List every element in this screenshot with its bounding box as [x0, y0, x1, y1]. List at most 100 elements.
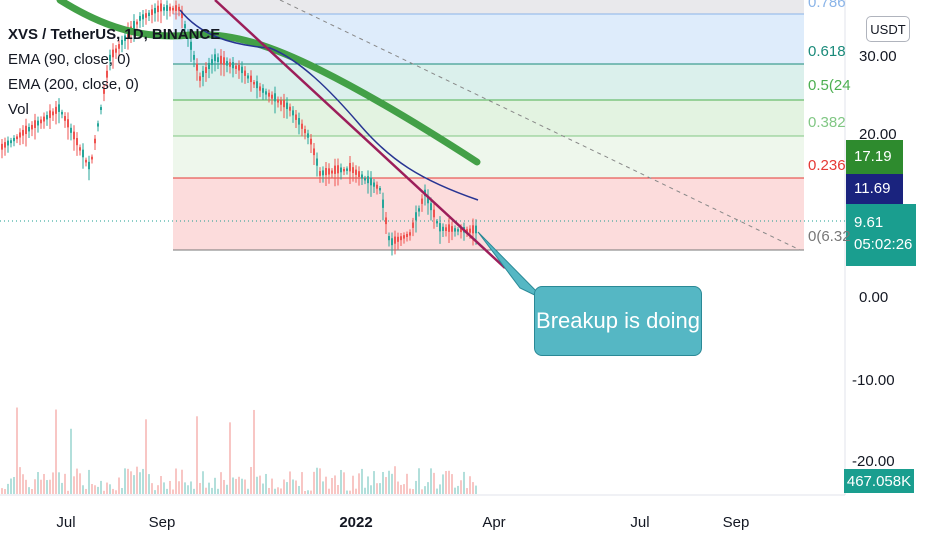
volume-bar [334, 475, 336, 494]
currency-button[interactable]: USDT [866, 16, 910, 42]
volume-bar [94, 485, 96, 494]
volume-bar [463, 471, 465, 494]
volume-bar [355, 488, 357, 494]
candle-body [268, 92, 270, 97]
volume-bar [400, 484, 402, 494]
candle-body [154, 7, 156, 14]
candle-body [124, 35, 126, 41]
candle-body [250, 75, 252, 83]
x-tick: Apr [482, 514, 506, 531]
candle-body [352, 167, 354, 173]
candle-body [397, 236, 399, 242]
candle-body [217, 57, 219, 62]
legend-ema200[interactable]: EMA (200, close, 0) [8, 76, 139, 93]
volume-bar [358, 473, 360, 494]
candle-body [346, 168, 348, 171]
volume-bar [403, 484, 405, 494]
volume-bar [100, 480, 102, 494]
candle-body [19, 132, 21, 138]
volume-bar [64, 473, 66, 494]
candle-body [301, 123, 303, 129]
volume-bar [82, 485, 84, 494]
volume-bar [7, 483, 9, 494]
candle-body [214, 54, 216, 62]
candle-body [241, 66, 243, 74]
last-price-value: 9.61 [854, 214, 884, 231]
candle-body [349, 163, 351, 172]
volume-bar [442, 474, 444, 494]
candle-body [415, 212, 417, 221]
volume-bar [466, 488, 468, 494]
volume-bar [310, 490, 312, 494]
candle-body [376, 184, 378, 189]
fib-zone-0236-0 [173, 178, 804, 250]
candle-body [439, 223, 441, 232]
volume-bar [472, 482, 474, 494]
y-tick: -20.00 [852, 453, 895, 470]
volume-bar [22, 474, 24, 494]
legend-volume[interactable]: Vol [8, 101, 29, 118]
x-tick: Sep [722, 514, 750, 531]
volume-bar [109, 484, 111, 494]
candle-body [229, 62, 231, 67]
candle-body [13, 137, 15, 142]
candle-body [451, 226, 453, 232]
candle-body [94, 138, 96, 144]
volume-bar [418, 468, 420, 494]
volume-bar [130, 471, 132, 494]
volume-bar [328, 488, 330, 494]
candle-body [61, 111, 63, 115]
volume-bar [34, 479, 36, 494]
candle-body [418, 208, 420, 212]
volume-bar [1, 488, 3, 494]
volume-bar [313, 471, 315, 494]
volume-bar [172, 489, 174, 494]
volume-bar [124, 468, 126, 494]
volume-bar [382, 471, 384, 494]
volume-bar [361, 468, 363, 494]
chart-title: XVS / TetherUS, 1D, BINANCE [8, 26, 221, 43]
volume-bar [214, 477, 216, 494]
candle-body [280, 100, 282, 105]
candle-body [4, 142, 6, 148]
volume-bar [229, 422, 231, 494]
fib-zone-0382-0236 [173, 136, 804, 178]
candle-body [28, 127, 30, 132]
volume-bar [202, 471, 204, 494]
candle-body [37, 120, 39, 126]
volume-bar [379, 483, 381, 494]
candle-body [310, 138, 312, 145]
volume-bar [16, 407, 18, 494]
volume-bar [115, 490, 117, 494]
volume-bar [427, 482, 429, 494]
volume-bar [253, 409, 255, 494]
volume-bar [223, 479, 225, 494]
candle-body [205, 67, 207, 73]
x-tick: Jul [56, 514, 76, 531]
candle-body [433, 209, 435, 218]
y-tick: 0.00 [859, 289, 889, 306]
volume-bar [13, 476, 15, 494]
candle-body [97, 123, 99, 127]
volume-bar [394, 466, 396, 494]
volume-bar [70, 428, 72, 494]
candle-body [43, 116, 45, 122]
volume-bar [247, 488, 249, 494]
candle-body [358, 171, 360, 177]
volume-bar [268, 487, 270, 494]
legend-ema90[interactable]: EMA (90, close, 0) [8, 51, 131, 68]
candle-body [322, 170, 324, 176]
candle-body [64, 116, 66, 121]
candle-body [298, 118, 300, 125]
candle-body [34, 120, 36, 128]
candle-body [82, 149, 84, 158]
volume-bar [367, 476, 369, 494]
annotation-callout[interactable]: Breakup is doing [534, 286, 702, 356]
candle-body [262, 88, 264, 93]
volume-bar [76, 468, 78, 494]
volume-bar [388, 470, 390, 494]
volume-bar [19, 467, 21, 494]
volume-bar [136, 466, 138, 494]
